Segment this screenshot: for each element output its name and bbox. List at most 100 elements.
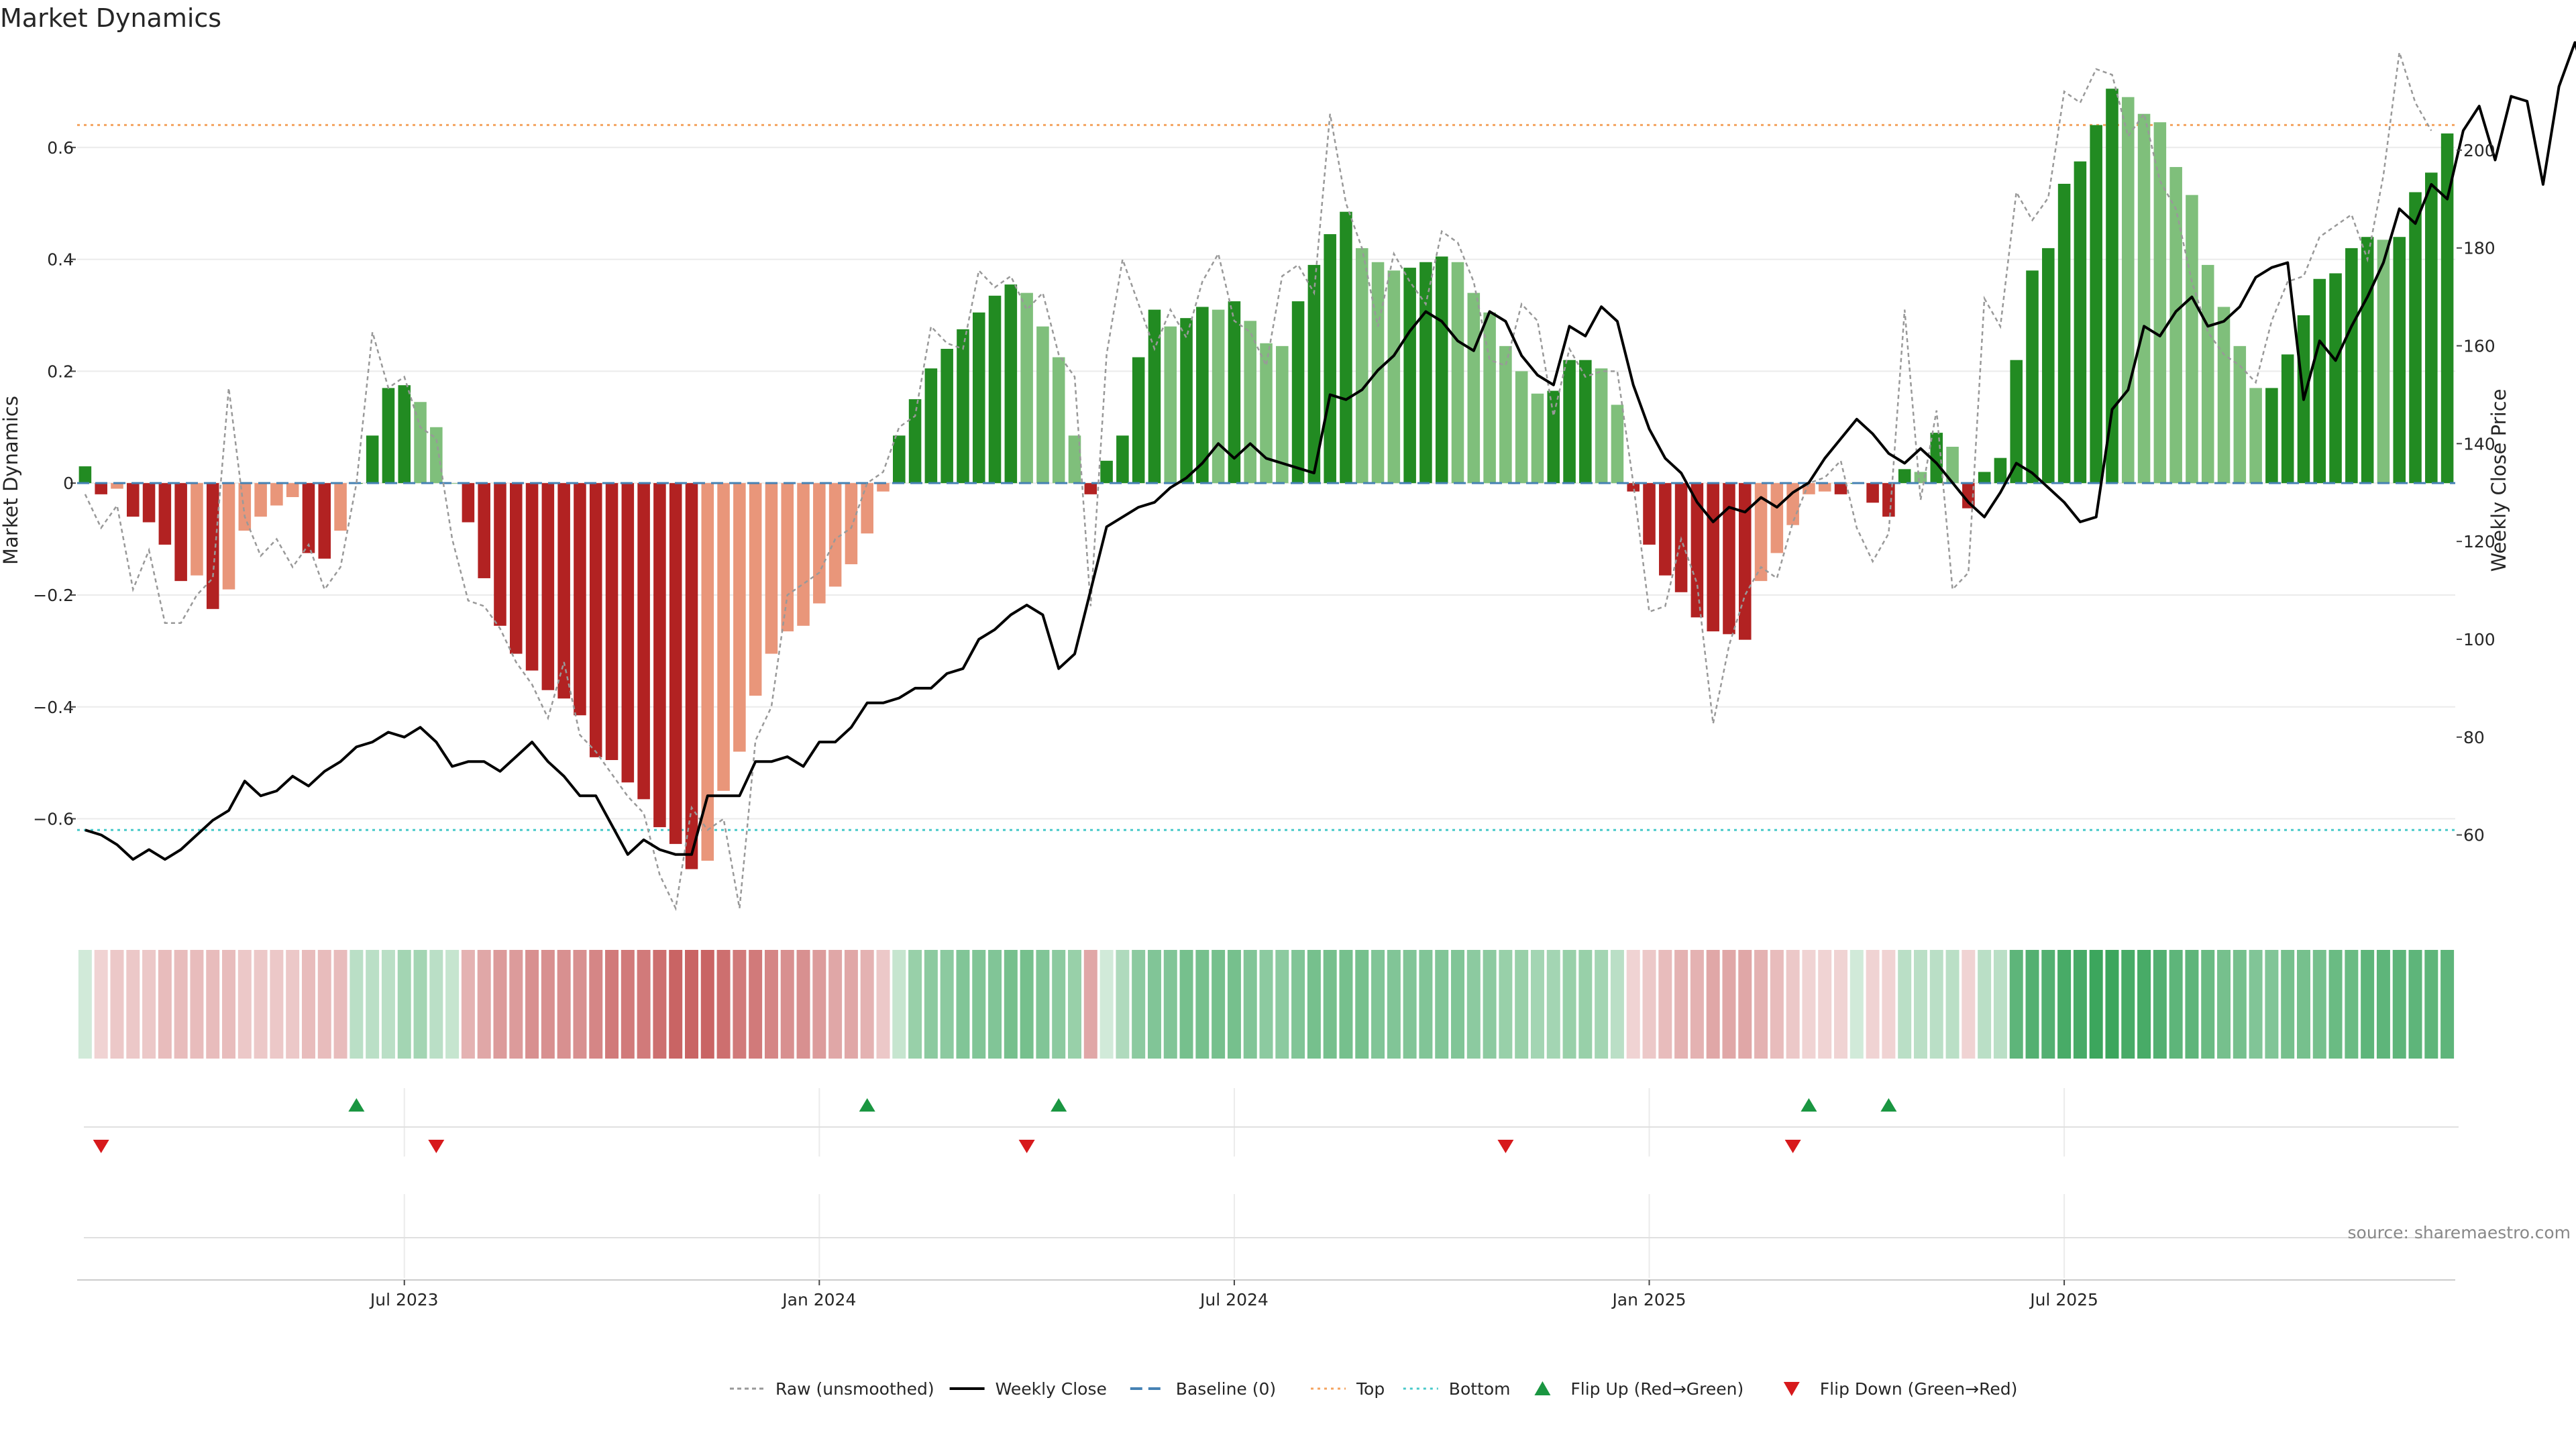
strength-cell <box>429 950 443 1059</box>
momentum-bar <box>382 388 395 484</box>
strength-cell <box>1802 950 1816 1059</box>
strength-cell <box>796 950 810 1059</box>
momentum-bar <box>2010 360 2023 484</box>
momentum-bar <box>1595 368 1608 484</box>
momentum-bar <box>222 483 235 590</box>
momentum-bar <box>2409 192 2422 484</box>
flip-down-marker <box>93 1140 109 1153</box>
momentum-bar <box>669 483 682 845</box>
strength-cell <box>892 950 906 1059</box>
momentum-bar <box>1228 301 1241 484</box>
strength-cell <box>78 950 92 1059</box>
strength-cell <box>1068 950 1081 1059</box>
momentum-bar <box>1707 483 1719 632</box>
momentum-bar <box>988 295 1002 484</box>
momentum-bar <box>1866 483 1879 503</box>
flip-down-marker <box>1497 1140 1514 1153</box>
left-tick-label: 0.6 <box>47 138 74 158</box>
strength-cell <box>1578 950 1593 1059</box>
momentum-bar <box>1419 262 1432 484</box>
date-x-axis: Jul 2023 Jan 2024 Jul 2024 Jan 2025 Jul 2025 <box>77 1279 2455 1309</box>
strength-cell <box>1962 950 1976 1059</box>
strength-cell <box>1179 950 1193 1059</box>
strength-cell <box>2217 950 2231 1059</box>
strength-cell <box>174 950 188 1059</box>
momentum-bar <box>1611 405 1624 484</box>
strength-cell <box>509 950 523 1059</box>
strength-cell <box>1945 950 1960 1059</box>
weekly-close-line <box>85 41 2576 861</box>
strength-cell <box>812 950 826 1059</box>
left-axis-label: Market Dynamics <box>0 396 22 565</box>
strength-cell <box>1738 950 1752 1059</box>
flip-down-marker <box>428 1140 445 1153</box>
strength-cell <box>860 950 874 1059</box>
x-tick-label: Jan 2025 <box>1611 1290 1686 1309</box>
momentum-bar <box>1467 292 1481 484</box>
momentum-bars <box>78 89 2454 869</box>
strength-cell <box>1706 950 1720 1059</box>
strength-cell <box>397 950 411 1059</box>
x-tick-label: Jul 2025 <box>2029 1290 2098 1309</box>
right-axis-label: Weekly Close Price <box>2487 389 2510 572</box>
strength-cell <box>1212 950 1226 1059</box>
left-tick-label: −0.6 <box>33 810 74 829</box>
strength-cell <box>1674 950 1688 1059</box>
momentum-bar <box>733 483 746 752</box>
strength-cell <box>2392 950 2406 1059</box>
strength-cell <box>158 950 172 1059</box>
momentum-bar <box>1499 345 1512 484</box>
momentum-bar <box>2345 248 2358 484</box>
strength-cell <box>333 950 347 1059</box>
strength-cell <box>1451 950 1464 1059</box>
strength-cell <box>2169 950 2183 1059</box>
momentum-bar <box>1036 326 1049 484</box>
momentum-bar <box>1738 483 1752 640</box>
momentum-bar <box>1387 270 1401 484</box>
strength-cell <box>1371 950 1385 1059</box>
raw-series-line <box>84 52 2432 912</box>
momentum-bar <box>126 483 140 517</box>
strength-cell <box>1020 950 1034 1059</box>
strength-cell <box>142 950 156 1059</box>
flip-up-marker <box>1051 1098 1067 1112</box>
momentum-bar <box>430 427 443 484</box>
strength-cell <box>1530 950 1544 1059</box>
strength-cell <box>2089 950 2103 1059</box>
legend-item-bottom: Bottom <box>1403 1379 1511 1399</box>
strength-cell <box>1004 950 1018 1059</box>
strength-cell <box>1083 950 1097 1059</box>
momentum-bar <box>1754 483 1768 582</box>
strength-cell <box>1227 950 1241 1059</box>
momentum-bar <box>2393 237 2406 484</box>
momentum-bar <box>2137 113 2151 484</box>
strength-cell <box>1786 950 1800 1059</box>
strength-cell <box>1339 950 1353 1059</box>
right-tick-label: 80 <box>2463 728 2485 747</box>
strength-cell <box>1259 950 1273 1059</box>
momentum-bar <box>1659 483 1672 576</box>
momentum-bar <box>1978 472 1991 484</box>
momentum-bar <box>1643 483 1656 545</box>
strength-cell <box>749 950 763 1059</box>
strength-cell <box>2361 950 2375 1059</box>
momentum-bar <box>653 483 666 828</box>
momentum-bar <box>318 483 331 559</box>
strength-heat-strip <box>78 950 2455 1059</box>
strength-cell <box>1882 950 1896 1059</box>
left-tick-label: −0.2 <box>33 586 74 605</box>
momentum-bar <box>908 399 922 484</box>
momentum-bar <box>525 483 539 671</box>
momentum-bar <box>1690 483 1704 618</box>
legend-label: Bottom <box>1449 1379 1511 1399</box>
strength-cell <box>653 950 667 1059</box>
flip-up-marker <box>1880 1098 1897 1112</box>
strength-cell <box>381 950 395 1059</box>
momentum-bar <box>765 483 778 654</box>
momentum-bar <box>1914 472 1927 484</box>
strength-cell <box>477 950 491 1059</box>
strength-cell <box>2345 950 2359 1059</box>
momentum-bar <box>1164 326 1177 484</box>
strength-cell <box>988 950 1002 1059</box>
momentum-bar <box>1563 360 1576 484</box>
